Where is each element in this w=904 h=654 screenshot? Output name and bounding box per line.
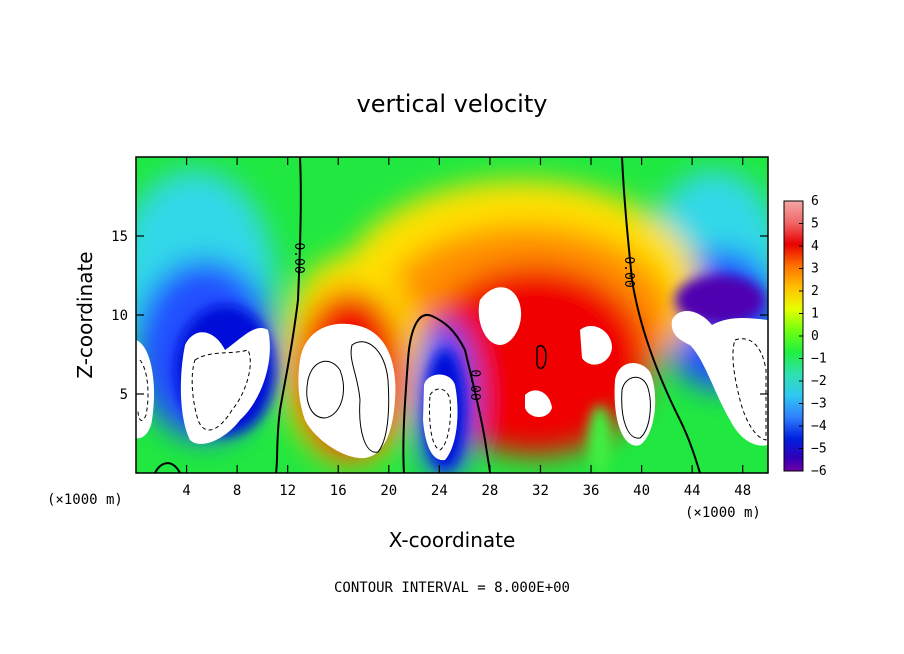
x-axis-label: X-coordinate xyxy=(389,528,516,552)
colorbar-tick-label: −3 xyxy=(811,397,827,412)
contour-label: 0.00 xyxy=(621,256,636,287)
x-tick-label: 16 xyxy=(330,483,347,499)
colorbar-tick-label: 1 xyxy=(811,307,819,322)
chart-title: vertical velocity xyxy=(357,90,548,118)
y-tick-label: 15 xyxy=(111,229,128,245)
contour-label: 0.00 xyxy=(291,242,306,273)
contour-labels: 0.00 0.00 0.00 xyxy=(291,242,636,400)
neg-contour-left xyxy=(137,359,149,421)
x-tick-label: 28 xyxy=(481,483,498,499)
x-tick-label: 24 xyxy=(431,483,448,499)
x-tick-label: 36 xyxy=(583,483,600,499)
x-tick-label: 40 xyxy=(633,483,650,499)
contour-core-x16a xyxy=(306,360,344,419)
white-core-x30b xyxy=(525,390,552,417)
neg-contour-right xyxy=(732,338,767,441)
x-tick-label: 12 xyxy=(279,483,296,499)
colorbar-ticks: 6 5 4 3 2 1 0 −1 −2 −3 −4 −5 −6 xyxy=(799,194,827,479)
y-axis: 5 10 15 xyxy=(111,229,768,403)
purple-right xyxy=(675,275,765,325)
contour-label: 0.00 xyxy=(467,369,482,400)
y-axis-label: Z-coordinate xyxy=(73,251,97,378)
contour-interval-note: CONTOUR INTERVAL = 8.000E+00 xyxy=(334,580,570,596)
x-tick-label: 4 xyxy=(182,483,190,499)
colorbar-tick-label: −1 xyxy=(811,352,827,367)
contour-x32 xyxy=(536,344,547,370)
white-core-x30 xyxy=(478,287,522,345)
zero-contour-mid xyxy=(402,313,491,473)
white-core-x7 xyxy=(180,328,270,444)
contour-label-group: 0.00 xyxy=(467,369,482,400)
colorbar-tick-label: 0 xyxy=(811,329,819,344)
x-axis: 4 8 12 16 20 24 28 32 36 40 44 48 xyxy=(182,157,751,499)
zero-contour-left xyxy=(275,157,302,473)
contour-core-x16b xyxy=(350,341,390,453)
y-tick-label: 5 xyxy=(120,387,128,403)
colorbar-tick-label: 4 xyxy=(811,239,819,254)
x-tick-label: 48 xyxy=(734,483,751,499)
y-tick-label: 10 xyxy=(111,308,128,324)
colorbar-tick-label: −4 xyxy=(811,419,827,434)
white-core-x34 xyxy=(580,326,612,365)
colorbar-tick-label: −6 xyxy=(811,464,827,479)
contour-core-x39 xyxy=(621,376,651,439)
green-gap xyxy=(588,405,612,473)
colorbar-tick-label: 3 xyxy=(811,262,819,277)
x-unit-label-left: (×1000 m) xyxy=(47,492,123,508)
white-core-left-edge xyxy=(136,340,155,439)
x-tick-label: 32 xyxy=(532,483,549,499)
neg-contour-x7 xyxy=(191,349,251,431)
colorbar-tick-label: 5 xyxy=(811,217,819,232)
heatmap-field xyxy=(136,157,768,473)
colorbar-tick-label: 6 xyxy=(811,194,819,209)
zero-contour-right xyxy=(621,157,701,473)
colorbar-tick-label: −2 xyxy=(811,374,827,389)
contour-label-group: 0.00 xyxy=(621,256,636,287)
colorbar: 6 5 4 3 2 1 0 −1 −2 −3 −4 −5 −6 xyxy=(783,194,827,479)
x-tick-label: 20 xyxy=(380,483,397,499)
zero-contour-left-bottom xyxy=(154,462,181,473)
colorbar-tick-label: −5 xyxy=(811,442,827,457)
x-tick-label: 8 xyxy=(233,483,241,499)
white-core-x16 xyxy=(298,323,396,459)
x-tick-label: 44 xyxy=(684,483,701,499)
neg-contour-x24 xyxy=(429,388,451,451)
x-unit-label-right: (×1000 m) xyxy=(685,505,761,521)
colorbar-tick-label: 2 xyxy=(811,284,819,299)
contour-label-group: 0.00 xyxy=(291,242,306,273)
